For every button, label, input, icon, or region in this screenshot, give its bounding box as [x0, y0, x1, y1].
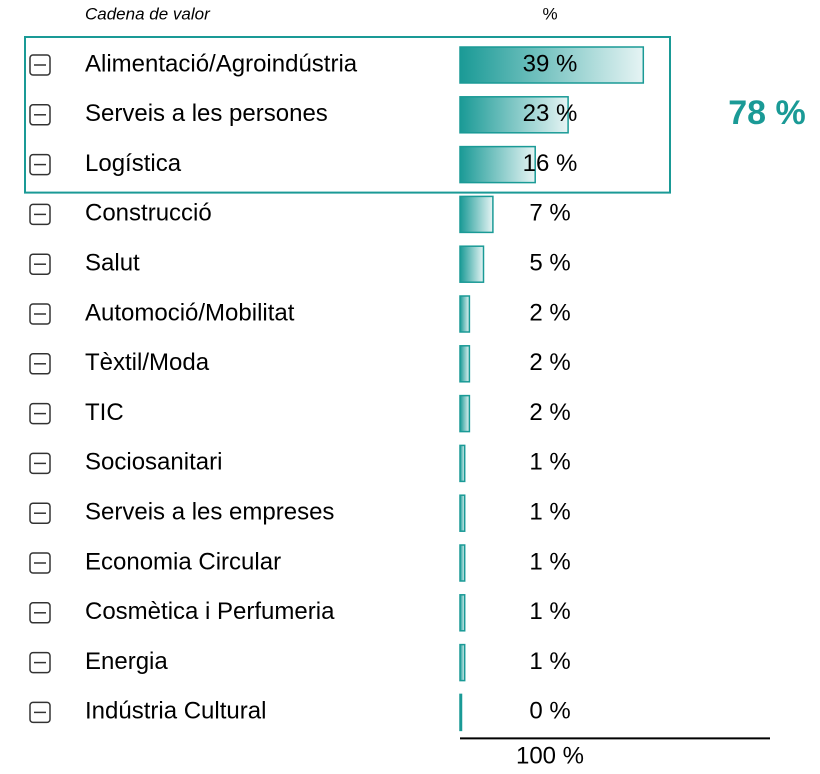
icon: [29, 452, 51, 475]
category-label: Logística: [85, 150, 182, 177]
value-label: 1 %: [529, 449, 570, 476]
icon: [29, 253, 51, 275]
icon: [29, 153, 51, 176]
category-header: Cadena de valor: [85, 4, 211, 23]
value-label: 39 %: [523, 50, 578, 77]
value-label: 2 %: [529, 399, 570, 426]
category-label: Energia: [85, 648, 168, 675]
icon: [29, 651, 51, 674]
icon: [29, 602, 51, 624]
icon: [29, 203, 51, 226]
bar: [459, 96, 569, 134]
category-label: Indústria Cultural: [85, 698, 266, 725]
category-label: Tèxtil/Moda: [85, 349, 210, 376]
icon: [29, 552, 51, 574]
icon: [29, 54, 51, 76]
value-label: 7 %: [529, 200, 570, 227]
value-label: 2 %: [529, 299, 570, 326]
icon: [29, 303, 51, 325]
bar: [459, 394, 471, 433]
icon: [29, 402, 51, 425]
category-label: Serveis a les empreses: [85, 499, 334, 526]
bar: [459, 295, 471, 333]
icon: [29, 502, 51, 524]
value-label: 1 %: [529, 648, 570, 675]
value-label: 23 %: [523, 100, 578, 127]
category-label: Sociosanitari: [85, 449, 222, 476]
icon: [29, 701, 51, 724]
value-label: 1 %: [529, 499, 570, 526]
bar: [459, 444, 466, 483]
highlight-label: 78 %: [728, 94, 806, 132]
category-label: Serveis a les persones: [85, 100, 328, 127]
category-label: Economia Circular: [85, 548, 281, 575]
value-label: 0 %: [529, 698, 570, 725]
bar: [459, 195, 494, 234]
category-label: Alimentació/Agroindústria: [85, 50, 358, 77]
total-label: 100 %: [516, 743, 584, 770]
icon: [29, 353, 51, 375]
bar: [459, 245, 485, 283]
bar: [459, 494, 466, 532]
bar: [459, 46, 645, 84]
value-label: 16 %: [523, 150, 578, 177]
category-label: Construcció: [85, 200, 212, 227]
icon: [29, 104, 51, 126]
bar: [459, 693, 463, 732]
category-label: Automoció/Mobilitat: [85, 299, 295, 326]
category-label: TIC: [85, 399, 124, 426]
value-label: 1 %: [529, 598, 570, 625]
bar: [459, 345, 471, 383]
value-label: 5 %: [529, 250, 570, 277]
category-label: Salut: [85, 250, 140, 277]
bar: [459, 544, 466, 582]
category-label: Cosmètica i Perfumeria: [85, 598, 335, 625]
bar: [459, 594, 466, 632]
highlight-box: [24, 36, 671, 194]
value-label: 1 %: [529, 548, 570, 575]
value-header: %: [542, 4, 557, 23]
bar: [459, 643, 466, 682]
bar: [459, 145, 536, 184]
value-label: 2 %: [529, 349, 570, 376]
